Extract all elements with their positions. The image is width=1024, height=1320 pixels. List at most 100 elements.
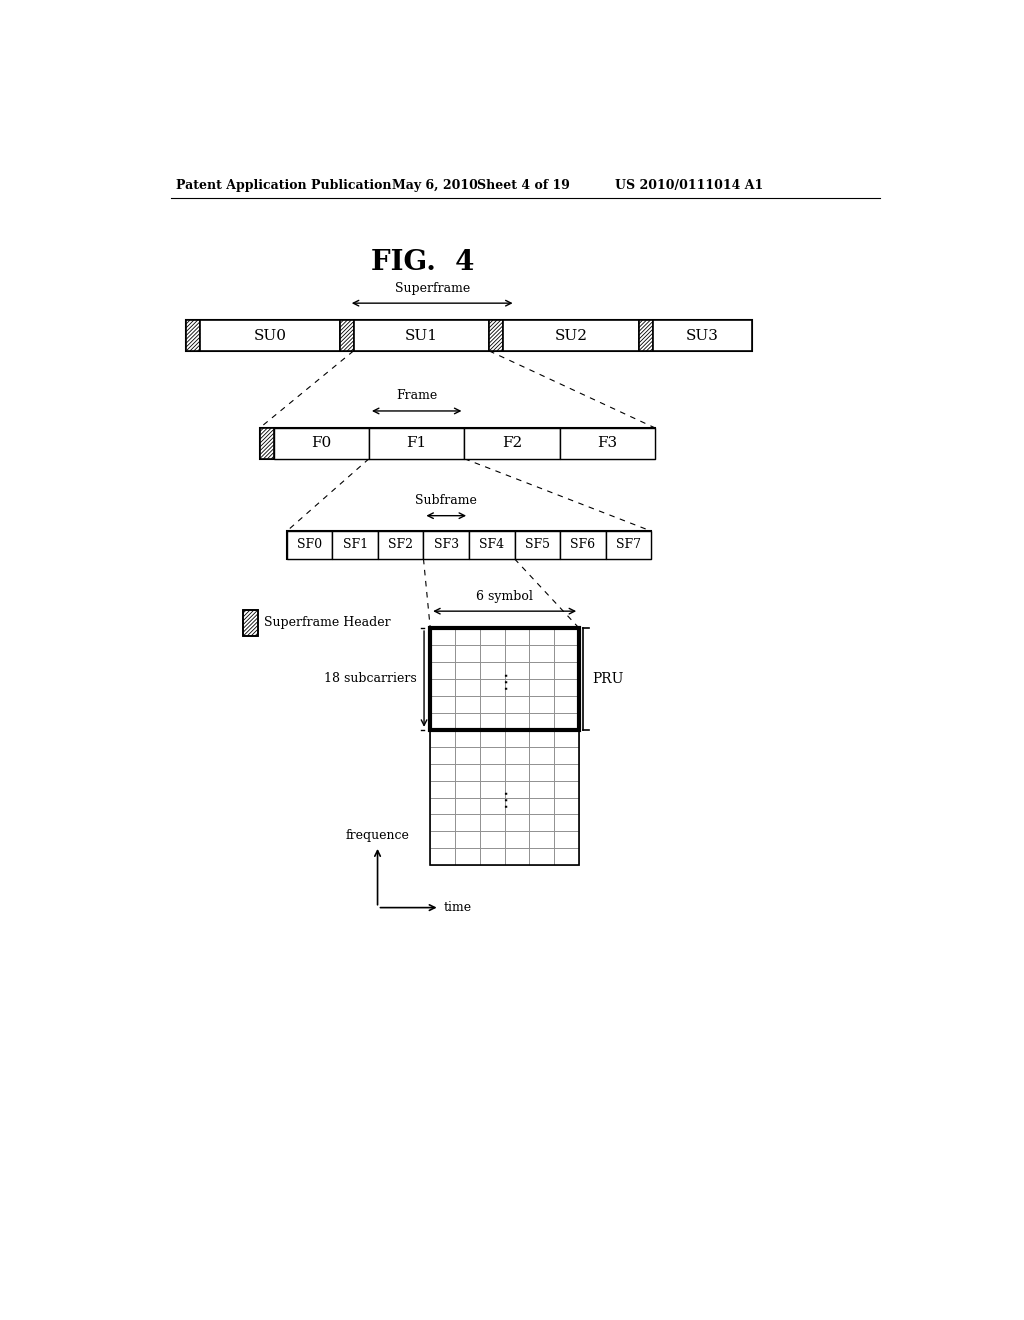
Bar [554, 678, 579, 696]
Bar [480, 849, 505, 866]
Bar [455, 713, 480, 730]
Bar [480, 645, 505, 663]
Bar [554, 763, 579, 780]
Bar [505, 763, 529, 780]
Text: 18 subcarriers: 18 subcarriers [324, 672, 417, 685]
Bar [430, 645, 455, 663]
Bar [529, 678, 554, 696]
Text: PRU: PRU [592, 672, 624, 686]
Bar [455, 780, 480, 797]
Bar [554, 747, 579, 763]
Bar [554, 645, 579, 663]
Bar [480, 747, 505, 763]
Bar [200, 321, 340, 351]
Bar [340, 321, 353, 351]
Bar [605, 531, 651, 558]
Bar [505, 780, 529, 797]
Bar [287, 531, 333, 558]
Bar [464, 428, 560, 459]
Bar [480, 814, 505, 832]
Bar [430, 797, 455, 814]
Bar [554, 730, 579, 747]
Bar [243, 610, 258, 636]
Text: F3: F3 [597, 437, 617, 450]
Bar [353, 321, 489, 351]
Bar [186, 321, 200, 351]
Text: Superframe: Superframe [394, 281, 470, 294]
Bar [505, 713, 529, 730]
Bar [554, 628, 579, 645]
Text: SF0: SF0 [297, 539, 323, 552]
Bar [489, 321, 503, 351]
Text: SF3: SF3 [434, 539, 459, 552]
Text: ⋯: ⋯ [496, 669, 514, 689]
Bar [554, 663, 579, 678]
Text: SU1: SU1 [404, 329, 438, 342]
Bar [529, 832, 554, 849]
Bar [455, 696, 480, 713]
Bar [505, 849, 529, 866]
Bar [333, 531, 378, 558]
Bar [455, 628, 480, 645]
Bar [430, 628, 579, 730]
Bar [505, 678, 529, 696]
Bar [505, 832, 529, 849]
Bar [260, 428, 273, 459]
Text: ⋯: ⋯ [496, 788, 514, 808]
Bar [529, 628, 554, 645]
Text: May 6, 2010: May 6, 2010 [391, 178, 477, 191]
Bar [455, 730, 480, 747]
Bar [554, 780, 579, 797]
Bar [430, 780, 455, 797]
Bar [424, 531, 469, 558]
Bar [430, 628, 579, 866]
Text: Frame: Frame [396, 389, 437, 403]
Bar [455, 747, 480, 763]
Bar [560, 428, 655, 459]
Bar [480, 696, 505, 713]
Bar [430, 849, 455, 866]
Bar [455, 645, 480, 663]
Bar [529, 747, 554, 763]
Bar [505, 814, 529, 832]
Bar [378, 531, 424, 558]
Bar [529, 645, 554, 663]
Bar [430, 678, 455, 696]
Bar [430, 730, 455, 747]
Bar [480, 730, 505, 747]
Text: SF4: SF4 [479, 539, 505, 552]
Bar [505, 696, 529, 713]
Text: Subframe: Subframe [416, 494, 477, 507]
Bar [505, 797, 529, 814]
Bar [554, 696, 579, 713]
Bar [455, 814, 480, 832]
Bar [455, 763, 480, 780]
Bar [430, 832, 455, 849]
Bar [480, 628, 505, 645]
Text: SU3: SU3 [686, 329, 719, 342]
Bar [639, 321, 652, 351]
Bar [455, 797, 480, 814]
Bar [529, 780, 554, 797]
Bar [455, 849, 480, 866]
Bar [430, 747, 455, 763]
Bar [560, 531, 605, 558]
Bar [529, 730, 554, 747]
Bar [529, 849, 554, 866]
Bar [430, 713, 455, 730]
Bar [529, 663, 554, 678]
Text: F1: F1 [407, 437, 427, 450]
Bar [529, 814, 554, 832]
Text: SF2: SF2 [388, 539, 414, 552]
Bar [529, 696, 554, 713]
Bar [243, 610, 258, 636]
Bar [273, 428, 369, 459]
Bar [503, 321, 639, 351]
Text: frequence: frequence [346, 829, 410, 842]
Bar [554, 814, 579, 832]
Text: SF7: SF7 [615, 539, 641, 552]
Bar [455, 663, 480, 678]
Bar [455, 832, 480, 849]
Text: SF5: SF5 [524, 539, 550, 552]
Bar [430, 628, 455, 645]
